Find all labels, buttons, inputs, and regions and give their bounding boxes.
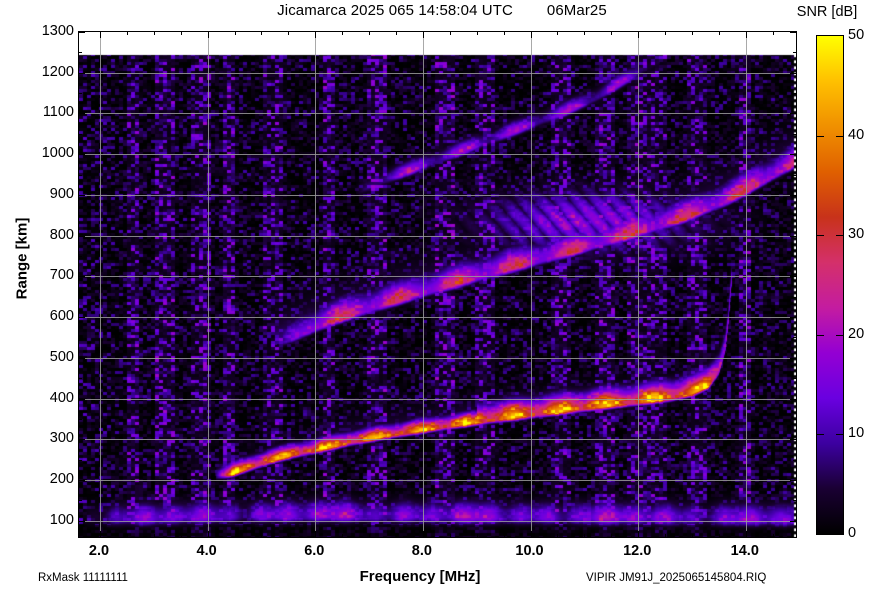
x-tick-label: 2.0	[88, 543, 110, 559]
y-tick-label: 800	[49, 226, 74, 243]
chart-title-main: Jicamarca 2025 065 14:58:04 UTC	[277, 2, 513, 19]
y-tick-label: 1000	[41, 145, 74, 162]
colorbar-tick	[817, 334, 824, 336]
y-tick-label: 500	[49, 348, 74, 365]
colorbar-tick-label: 10	[848, 425, 865, 442]
x-tick-label: 10.0	[515, 543, 544, 559]
colorbar-gradient	[817, 36, 843, 534]
colorbar-tick	[836, 334, 843, 336]
ionogram-canvas-wrap	[79, 32, 796, 537]
x-tick-label: 8.0	[411, 543, 432, 559]
x-axis-tick-labels: 2.0 4.0 6.0 8.0 10.0 12.0 14.0	[0, 543, 884, 565]
y-tick-label: 100	[49, 511, 74, 528]
colorbar-tick-label: 0	[848, 525, 857, 541]
x-axis-label: Frequency [MHz]	[359, 568, 481, 585]
y-tick-label: 600	[49, 308, 74, 325]
y-tick-label: 400	[49, 389, 74, 406]
y-tick-label: 700	[49, 267, 74, 284]
ionogram-heatmap	[79, 32, 796, 537]
chart-title: Jicamarca 2025 065 14:58:04 UTC 06Mar25	[0, 2, 884, 19]
x-tick-label: 4.0	[196, 543, 217, 559]
footer-filename: VIPIR JM91J_2025065145804.RIQ	[586, 572, 767, 584]
x-tick-label: 14.0	[730, 543, 759, 559]
x-tick-label: 12.0	[623, 543, 652, 559]
ionogram-plot-area[interactable]	[78, 31, 797, 538]
y-axis-tick-labels: 100 200 300 400 500 600 700 800 900 1000 1100 1200 1…	[2, 24, 74, 538]
y-tick-label: 200	[49, 471, 74, 487]
colorbar-tick-label: 40	[848, 126, 865, 143]
x-tick-label: 6.0	[304, 543, 325, 559]
colorbar-tick-label: 50	[848, 27, 865, 43]
colorbar-tick-label: 20	[848, 325, 865, 342]
colorbar-tick	[817, 135, 824, 137]
colorbar[interactable]	[816, 35, 844, 535]
footer-rxmask: RxMask 11111111	[38, 572, 128, 584]
y-tick-label: 1200	[41, 63, 74, 80]
colorbar-tick	[817, 434, 824, 436]
y-tick-label: 900	[49, 185, 74, 202]
colorbar-tick-labels: 0 10 20 30 40 50	[848, 28, 882, 541]
y-tick-label: 1100	[42, 104, 74, 121]
colorbar-tick	[836, 434, 843, 436]
colorbar-tick	[817, 235, 824, 237]
chart-title-date: 06Mar25	[546, 2, 607, 19]
colorbar-title: SNR [dB]	[796, 4, 858, 20]
colorbar-tick	[836, 135, 843, 137]
y-tick-label: 1300	[41, 23, 74, 39]
y-tick-label: 300	[49, 430, 74, 447]
colorbar-tick	[836, 235, 843, 237]
colorbar-tick-label: 30	[848, 226, 865, 243]
